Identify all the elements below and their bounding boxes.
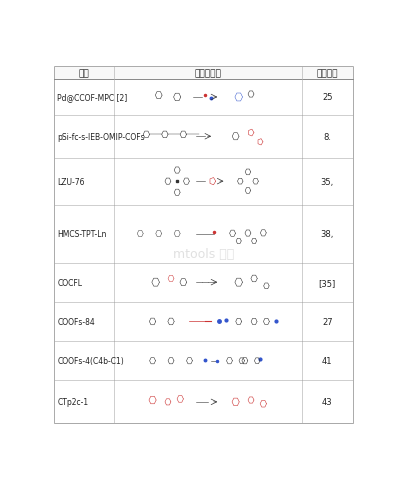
- Text: 35,: 35,: [321, 177, 334, 186]
- Text: Pd@CCOF-MPC [2]: Pd@CCOF-MPC [2]: [57, 93, 127, 102]
- Text: 27: 27: [322, 317, 333, 326]
- Text: 43: 43: [322, 397, 333, 407]
- Text: mtools 研狗: mtools 研狗: [173, 247, 234, 260]
- Text: [35]: [35]: [319, 278, 336, 287]
- Text: 参考文献: 参考文献: [316, 69, 338, 78]
- Text: COOFs-4(C4b-C1): COOFs-4(C4b-C1): [57, 357, 124, 365]
- Bar: [54, 67, 353, 80]
- Text: CTp2c-1: CTp2c-1: [57, 397, 89, 407]
- Text: COCFL: COCFL: [57, 278, 82, 287]
- Text: 名称: 名称: [79, 69, 89, 78]
- Text: LZU-76: LZU-76: [57, 177, 85, 186]
- Text: 化学反应式: 化学反应式: [195, 69, 222, 78]
- Text: 8.: 8.: [323, 132, 331, 142]
- Text: 38,: 38,: [321, 229, 334, 239]
- Text: 41: 41: [322, 357, 333, 365]
- Text: HMCS-TPT-Ln: HMCS-TPT-Ln: [57, 229, 107, 239]
- Text: 25: 25: [322, 93, 333, 102]
- Text: pSi-fc-s-IEB-OMIP-COFs: pSi-fc-s-IEB-OMIP-COFs: [57, 132, 145, 142]
- Text: COOFs-84: COOFs-84: [57, 317, 95, 326]
